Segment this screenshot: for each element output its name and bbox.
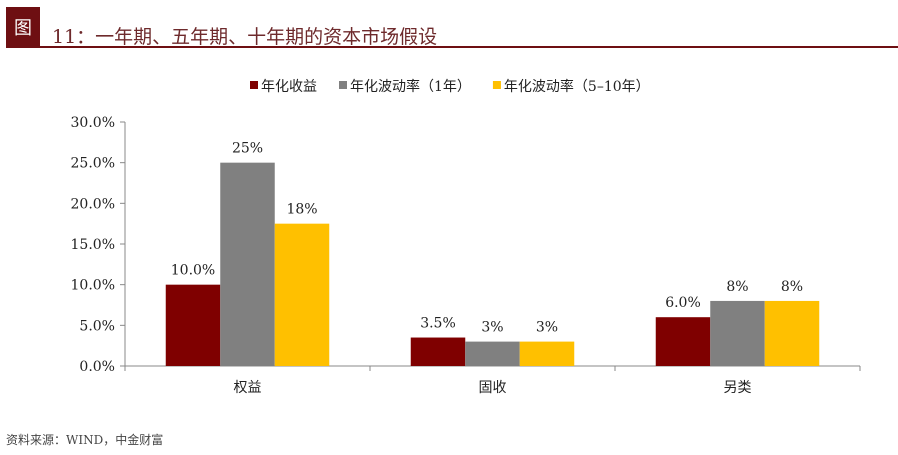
- chart-title: 11：一年期、五年期、十年期的资本市场假设: [52, 26, 438, 48]
- y-tick-label: 0.0%: [79, 359, 115, 375]
- legend-swatch: [250, 81, 258, 89]
- bar: [655, 317, 711, 366]
- data-label: 3.5%: [420, 316, 456, 332]
- data-label: 25%: [232, 141, 263, 157]
- data-label: 8%: [726, 279, 748, 295]
- x-tick-label: 另类: [724, 380, 752, 396]
- y-tick-label: 10.0%: [71, 278, 115, 294]
- bar: [710, 300, 765, 366]
- y-tick-label: 25.0%: [71, 156, 115, 172]
- bar: [410, 337, 466, 366]
- data-label: 3%: [481, 320, 503, 336]
- x-tick-label: 固收: [479, 380, 507, 396]
- data-label: 3%: [536, 320, 558, 336]
- y-tick-label: 20.0%: [71, 196, 115, 212]
- bar: [519, 341, 575, 366]
- y-tick-label: 5.0%: [79, 318, 115, 334]
- y-tick-label: 15.0%: [71, 237, 115, 253]
- legend-label: 年化波动率（5–10年）: [504, 78, 650, 95]
- data-label: 6.0%: [665, 295, 701, 311]
- figure-badge: 图: [6, 7, 40, 47]
- bar: [274, 223, 330, 366]
- header-divider: [6, 46, 898, 48]
- bar: [220, 162, 275, 366]
- data-label: 10.0%: [171, 263, 215, 279]
- bar: [165, 284, 221, 366]
- y-tick-label: 30.0%: [71, 115, 115, 131]
- source-note: 资料来源：WIND，中金财富: [6, 433, 164, 447]
- data-label: 8%: [781, 279, 803, 295]
- legend-label: 年化波动率（1年）: [350, 78, 471, 95]
- legend-swatch: [492, 81, 501, 89]
- bar: [465, 341, 520, 366]
- legend-swatch: [339, 81, 347, 89]
- data-label: 18%: [286, 202, 317, 218]
- x-tick-label: 权益: [234, 380, 262, 396]
- legend-label: 年化收益: [261, 79, 317, 95]
- bar: [764, 300, 820, 366]
